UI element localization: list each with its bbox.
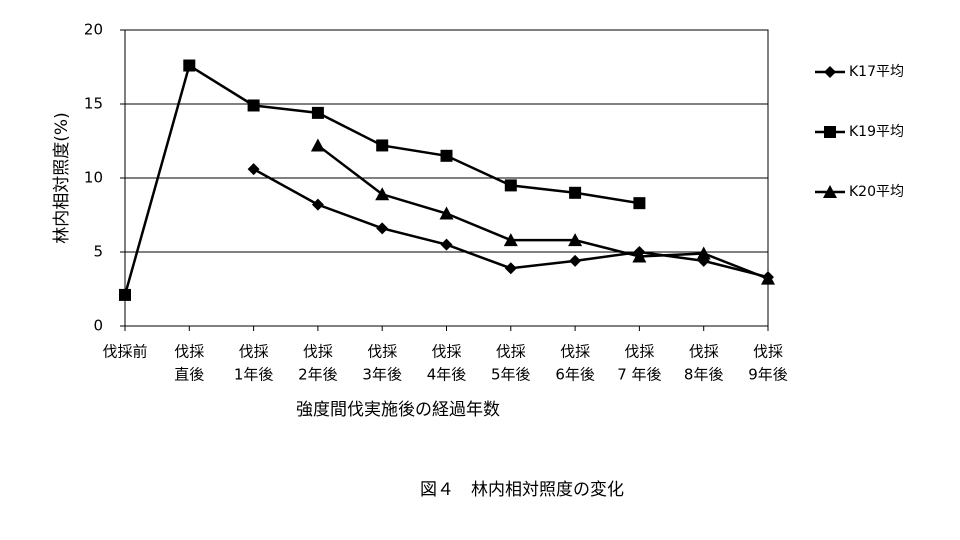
caption: 図４ 林内相対照度の変化 [420, 480, 624, 500]
x-tick-label: 1年後 [234, 366, 274, 384]
data-point [376, 139, 389, 152]
data-point [696, 246, 711, 260]
data-point [310, 138, 325, 152]
x-tick-label: 直後 [174, 366, 204, 384]
data-point [376, 222, 389, 235]
data-point [504, 262, 517, 275]
x-tick-label: 伐採 [753, 343, 783, 361]
data-point [568, 233, 583, 247]
series-line [317, 144, 769, 280]
x-tick-label: 3年後 [362, 366, 402, 384]
y-tick-label: 20 [84, 21, 103, 39]
legend-label: K17平均 [849, 64, 904, 80]
y-tick-label: 0 [93, 317, 103, 335]
legend-marker [824, 66, 836, 78]
y-axis-label: 林内相対照度(%) [52, 112, 72, 243]
x-tick-label: 伐採 [496, 343, 526, 361]
data-point [503, 233, 518, 247]
data-point [311, 106, 324, 119]
data-point [440, 238, 453, 251]
y-tick-label: 15 [84, 95, 103, 113]
x-tick-label: 伐採 [560, 343, 590, 361]
y-tick-label: 10 [84, 169, 103, 187]
data-point [569, 186, 582, 199]
data-point [247, 99, 260, 112]
x-tick-label: 伐採 [624, 343, 654, 361]
x-tick-label: 伐採 [303, 343, 333, 361]
data-point [761, 271, 775, 285]
y-tick-label: 5 [93, 243, 103, 261]
data-point [504, 179, 517, 192]
data-point [569, 254, 582, 267]
x-tick-label: 伐採 [239, 343, 269, 361]
x-tick-label: 7 年後 [617, 366, 661, 384]
x-axis-label: 強度間伐実施後の経過年数 [296, 400, 500, 420]
x-tick-label: 伐採 [431, 343, 461, 361]
series-line [123, 63, 640, 296]
x-tick-label: 伐採 [174, 343, 204, 361]
legend-label: K20平均 [849, 184, 904, 200]
data-point [311, 198, 324, 211]
legend-marker [823, 185, 837, 198]
x-tick-label: 9年後 [748, 366, 788, 384]
data-point [439, 206, 454, 220]
x-tick-label: 伐採 [367, 343, 397, 361]
legend-marker [824, 126, 836, 138]
x-tick-label: 8年後 [684, 366, 724, 384]
data-point [119, 288, 131, 301]
x-tick-label: 4年後 [427, 366, 467, 384]
data-point [375, 187, 390, 201]
x-tick-label: 6年後 [555, 366, 595, 384]
data-point [183, 59, 196, 72]
x-tick-label: 2年後 [298, 366, 338, 384]
x-tick-label: 伐採 [689, 343, 719, 361]
data-point [632, 249, 647, 263]
data-point [633, 197, 646, 210]
data-point [247, 163, 260, 176]
legend-label: K19平均 [849, 124, 904, 140]
data-point [440, 149, 453, 162]
x-tick-label: 伐採前 [102, 343, 147, 361]
x-tick-label: 5年後 [491, 366, 531, 384]
